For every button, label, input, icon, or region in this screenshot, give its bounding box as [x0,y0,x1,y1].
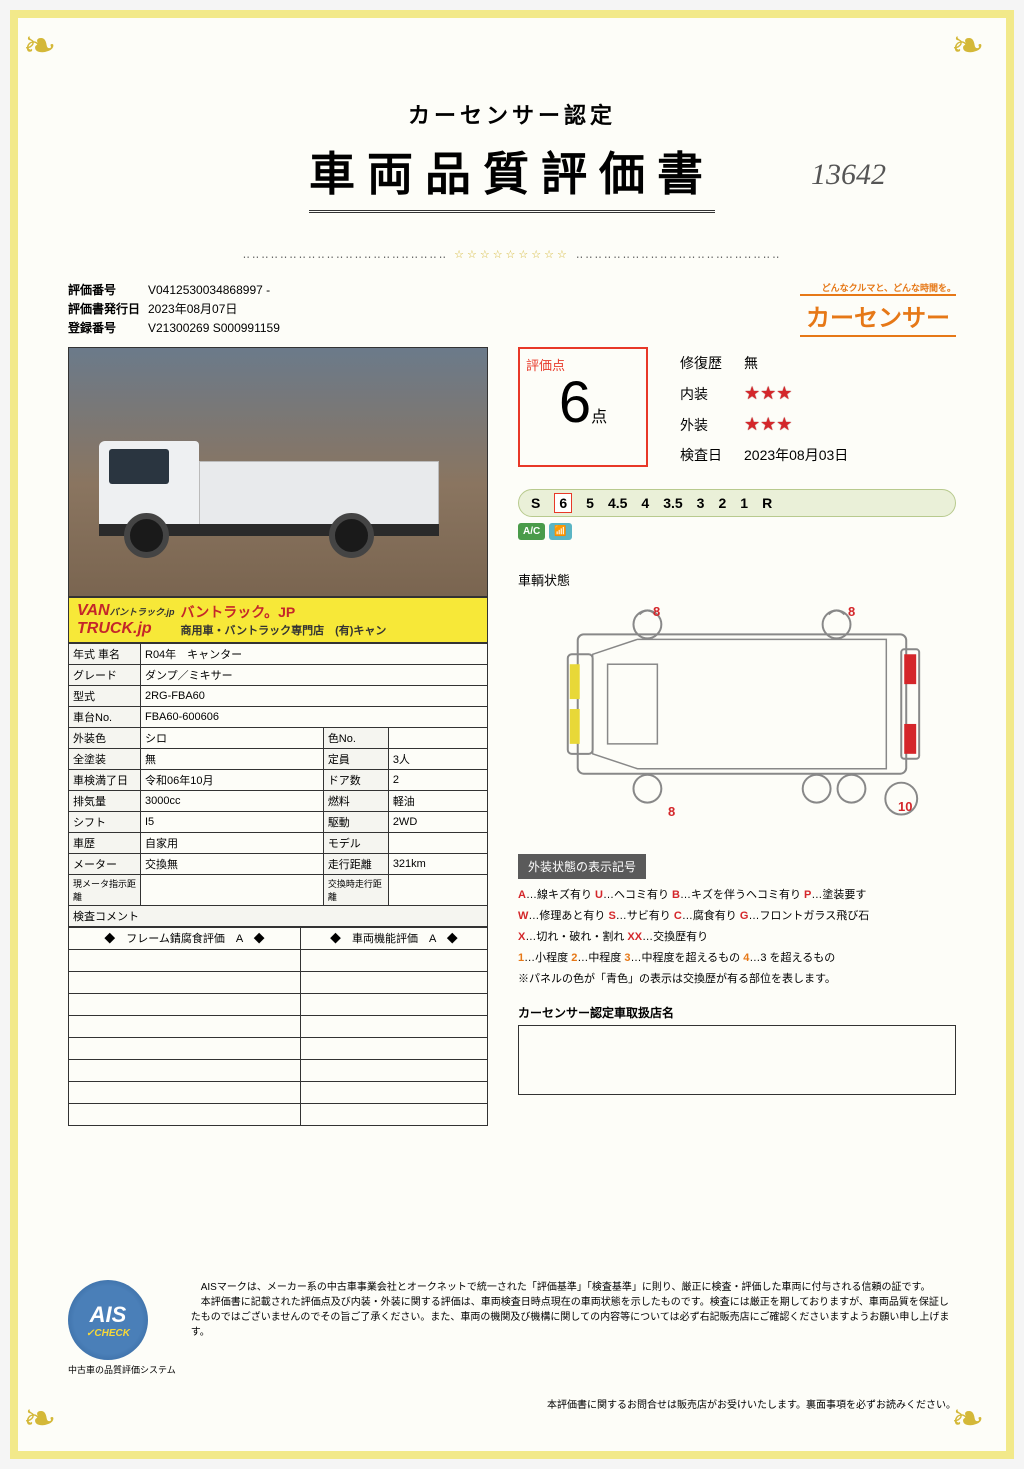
grade-tick: 6 [554,493,572,513]
left-column: 評価番号V0412530034868997 - 評価書発行日2023年08月07… [68,281,488,1126]
brand-tag: どんなクルマと、どんな時間を。 [518,281,956,294]
brand-logo: どんなクルマと、どんな時間を。 カーセンサー [518,281,956,337]
comment-table: ◆ フレーム錆腐食評価 A ◆◆ 車両機能評価 A ◆ [68,927,488,1126]
meta-value: V21300269 S000991159 [148,319,280,338]
corner-ornament: ❧ [23,1396,73,1446]
diagram-mark: 8 [848,604,855,619]
inspect-date-label: 検査日 [670,441,732,469]
badges: A/C 📶 [518,523,956,540]
corner-ornament: ❧ [23,23,73,73]
inspect-date: 2023年08月03日 [734,441,858,469]
score-box: 評価点 6点 [518,347,648,467]
corner-ornament: ❧ [951,1396,1001,1446]
grade-tick: R [762,495,772,511]
meta-label: 登録番号 [68,319,148,338]
dealer-box: カーセンサー認定車取扱店名 [518,1004,956,1095]
handwritten-number: 13642 [811,158,886,192]
meta-value: V0412530034868997 - [148,281,270,300]
header: カーセンサー認定 車両品質評価書 [68,98,956,213]
title: 車両品質評価書 [309,138,715,213]
vehicle-photo [68,347,488,597]
rating-table: 修復歴無 内装★★★ 外装★★★ 検査日2023年08月03日 [668,347,860,471]
grade-tick: 1 [740,495,748,511]
score-value: 6点 [526,374,640,432]
grade-scale: S65 4.5 4 3.5 321R [518,489,956,517]
right-column: どんなクルマと、どんな時間を。 カーセンサー 評価点 6点 修復歴無 内装★★★… [518,281,956,1126]
diagram-label: 車輌状態 [518,570,956,589]
grade-tick: 3 [697,495,705,511]
meta-label: 評価番号 [68,281,148,300]
grade-tick: 2 [718,495,726,511]
meta-label: 評価書発行日 [68,300,148,319]
footer-note: 本評価書に関するお問合せは販売店がお受けいたします。裏面事項を必ずお読みください… [68,1396,956,1411]
wifi-badge: 📶 [549,523,571,540]
corner-ornament: ❧ [951,23,1001,73]
grade-tick: 4.5 [608,495,627,511]
grade-tick: 3.5 [663,495,682,511]
vehicle-diagram: 8 8 8 10 [518,594,956,834]
exterior-label: 外装 [670,410,732,439]
subtitle: カーセンサー認定 [68,98,956,130]
legend-title: 外装状態の表示記号 [518,854,646,879]
meta-block: 評価番号V0412530034868997 - 評価書発行日2023年08月07… [68,281,488,339]
exterior-stars: ★★★ [734,410,858,439]
grade-tick: 4 [641,495,649,511]
diagram-mark: 8 [668,804,675,819]
ac-badge: A/C [518,523,545,540]
ais-text: AISマークは、メーカー系の中古車事業会社とオークネットで統一された「評価基準」… [191,1280,956,1340]
certificate-page: ❧ ❧ ❧ ❧ カーセンサー認定 車両品質評価書 13642 ‥‥‥‥‥‥‥‥‥… [10,10,1014,1459]
legend: 外装状態の表示記号 A…線キズ有り U…ヘコミ有り B…キズを伴うヘコミ有り P… [518,854,956,989]
dealer-label: カーセンサー認定車取扱店名 [518,1004,956,1021]
footer: AIS ✓CHECK 中古車の品質評価システム AISマークは、メーカー系の中古… [68,1280,956,1411]
ais-sub: 中古車の品質評価システム [68,1363,176,1376]
meta-value: 2023年08月07日 [148,300,237,319]
spec-table: 年式 車名R04年 キャンター グレードダンプ／ミキサー 型式2RG-FBA60… [68,643,488,906]
comment-header: 検査コメント [68,906,488,927]
interior-label: 内装 [670,379,732,408]
dealer-banner: VANバントラック.jp TRUCK.jp バントラック。JP 商用車・バントラ… [68,597,488,643]
divider-line: ‥‥‥‥‥‥‥‥‥‥‥‥‥‥‥‥‥‥‥‥‥‥☆☆☆☆☆☆☆☆☆‥‥‥‥‥‥‥‥‥… [68,248,956,261]
banner-text: バントラック。JP [181,602,387,622]
repair-label: 修復歴 [670,349,732,377]
diagram-mark: 10 [898,799,912,814]
brand-name: カーセンサー [800,294,956,337]
diagram-mark: 8 [653,604,660,619]
content: 評価番号V0412530034868997 - 評価書発行日2023年08月07… [68,281,956,1126]
legend-body: A…線キズ有り U…ヘコミ有り B…キズを伴うヘコミ有り P…塗装要すW…修理あ… [518,885,956,989]
repair-value: 無 [734,349,858,377]
banner-logo: VANバントラック.jp TRUCK.jp [77,602,175,638]
ais-badge-wrap: AIS ✓CHECK 中古車の品質評価システム [68,1280,176,1376]
dealer-frame [518,1025,956,1095]
grade-tick: S [531,495,540,511]
interior-stars: ★★★ [734,379,858,408]
banner-text-block: バントラック。JP 商用車・バントラック専門店 (有)キャン [181,602,387,638]
ais-badge: AIS ✓CHECK [68,1280,148,1360]
grade-tick: 5 [586,495,594,511]
score-row: 評価点 6点 修復歴無 内装★★★ 外装★★★ 検査日2023年08月03日 [518,347,956,471]
banner-sub: 商用車・バントラック専門店 (有)キャン [181,622,387,638]
